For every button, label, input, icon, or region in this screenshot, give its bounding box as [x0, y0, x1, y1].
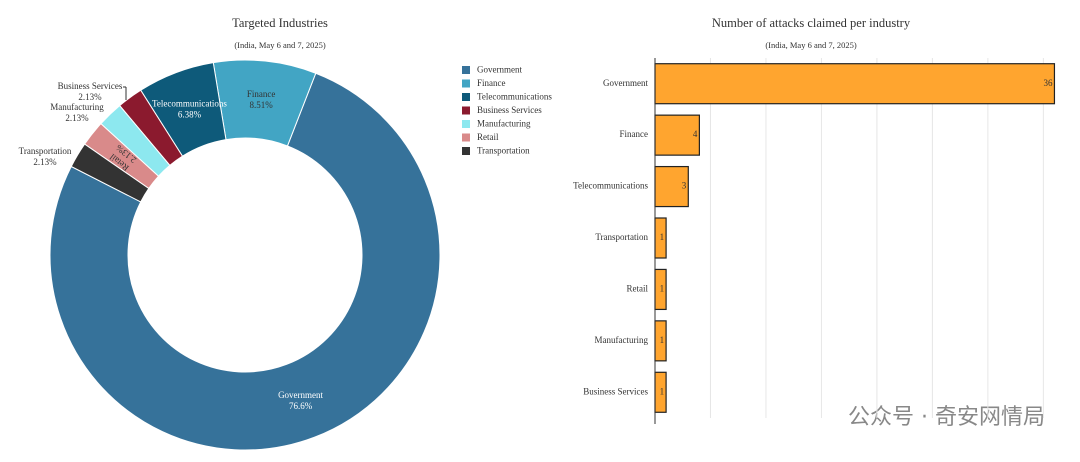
slice-value-label: 8.51%: [250, 100, 274, 110]
legend-swatch: [462, 120, 470, 128]
donut-slice: [118, 89, 184, 167]
bar: [654, 165, 689, 208]
value-label: 3: [682, 181, 687, 191]
donut-slice: [140, 62, 227, 157]
donut-slice: [100, 104, 171, 177]
legend-swatch: [462, 106, 470, 115]
bar: [654, 63, 1056, 105]
legend-swatch: [462, 133, 470, 142]
y-tick-label: Transportation: [595, 232, 648, 242]
slice-value-label: 6.38%: [178, 109, 202, 119]
slice-value-label: 2.13%: [78, 92, 102, 102]
legend-swatch: [462, 147, 470, 155]
watermark: 公众号 · 奇安网情局: [848, 405, 1045, 430]
legend-label: Government: [477, 65, 522, 75]
value-label: 1: [660, 335, 665, 345]
value-label: 36: [1043, 78, 1053, 88]
value-label: 1: [660, 232, 665, 242]
legend-label: Finance: [477, 78, 506, 88]
y-tick-label: Government: [603, 78, 648, 88]
chart-title: Number of attacks claimed per industry: [712, 16, 911, 30]
legend-label: Manufacturing: [477, 119, 531, 129]
legend-swatch: [462, 79, 470, 88]
legend-label: Retail: [477, 132, 499, 142]
slice-value-label: 76.6%: [289, 401, 313, 411]
y-tick-label: Finance: [620, 129, 649, 139]
legend-swatch: [462, 93, 470, 101]
chart-subtitle: (India, May 6 and 7, 2025): [234, 40, 326, 50]
chart-title: Targeted Industries: [232, 16, 328, 30]
legend-label: Business Services: [477, 105, 542, 115]
slice-label: Transportation: [19, 146, 72, 156]
y-tick-label: Business Services: [583, 386, 648, 396]
legend-label: Transportation: [477, 146, 530, 156]
legend-swatch: [462, 66, 470, 74]
value-label: 4: [693, 129, 698, 139]
donut-slice: [83, 122, 160, 190]
slice-label: Manufacturing: [50, 102, 104, 112]
slice-label: Finance: [247, 89, 276, 99]
slice-value-label: 2.13%: [33, 157, 57, 167]
y-tick-label: Telecommunications: [573, 181, 648, 191]
value-label: 1: [660, 386, 665, 396]
donut-slice: [70, 143, 150, 203]
legend-label: Telecommunications: [477, 92, 552, 102]
slice-label: Telecommunications: [152, 98, 227, 108]
donut-slice: [212, 59, 317, 147]
slice-value-label: 2.13%: [65, 113, 89, 123]
y-tick-label: Retail: [627, 283, 649, 293]
bar: [654, 114, 700, 156]
value-label: 1: [660, 283, 665, 293]
slice-label: Government: [278, 390, 323, 400]
slice-label: Business Services: [58, 81, 123, 91]
donut-slice: [49, 72, 441, 451]
chart-subtitle: (India, May 6 and 7, 2025): [765, 40, 857, 50]
y-tick-label: Manufacturing: [595, 335, 649, 345]
